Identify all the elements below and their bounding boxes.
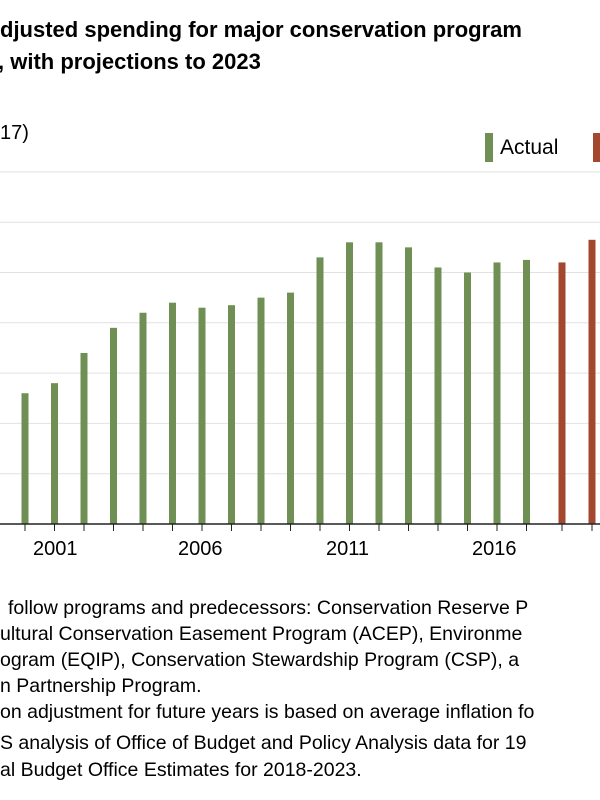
footnote-line: ultural Conservation Easement Program (A… xyxy=(0,623,523,645)
x-tick-label: 2016 xyxy=(472,538,517,560)
bar-2014 xyxy=(434,267,442,524)
footnote-line: n Partnership Program. xyxy=(0,675,202,697)
bar-2012 xyxy=(375,242,383,524)
bar-2018 xyxy=(558,262,566,524)
x-tick-label: 2001 xyxy=(33,538,78,560)
x-tick-label: 2011 xyxy=(326,538,370,560)
chart-title-line-1: djusted spending for major conservation … xyxy=(0,17,522,42)
bar-2019 xyxy=(588,239,596,524)
bar-2003 xyxy=(110,327,117,524)
y-axis-unit-label: 17) xyxy=(0,122,29,144)
bar-2004 xyxy=(139,312,147,524)
bar-2002 xyxy=(80,352,88,524)
bar-2016 xyxy=(493,262,501,524)
legend-swatch-actual xyxy=(485,133,493,162)
bar-2005 xyxy=(169,302,176,524)
bar-2011 xyxy=(346,242,353,524)
bar-2000 xyxy=(21,393,29,524)
footnote-line: al Budget Office Estimates for 2018-2023… xyxy=(0,759,362,781)
bar-2015 xyxy=(464,272,471,524)
footnote-line: S analysis of Office of Budget and Polic… xyxy=(0,732,527,754)
bar-2013 xyxy=(405,247,412,524)
footnote-line: on adjustment for future years is based … xyxy=(0,701,535,723)
footnote-line: follow programs and predecessors: Conser… xyxy=(8,597,529,619)
bar-chart xyxy=(0,171,600,531)
bar-2008 xyxy=(257,297,265,524)
bar-2001 xyxy=(51,383,58,524)
footnote-line: ogram (EQIP), Conservation Stewardship P… xyxy=(0,649,520,671)
legend-label-actual: Actual xyxy=(500,136,559,159)
bar-2017 xyxy=(523,259,530,524)
bar-2007 xyxy=(228,305,235,524)
bar-2010 xyxy=(316,257,324,524)
bar-2009 xyxy=(287,292,294,524)
bar-2006 xyxy=(198,307,206,524)
legend-swatch-projected xyxy=(593,133,600,162)
x-tick-label: 2006 xyxy=(178,538,223,560)
chart-title-line-2: , with projections to 2023 xyxy=(0,49,261,74)
